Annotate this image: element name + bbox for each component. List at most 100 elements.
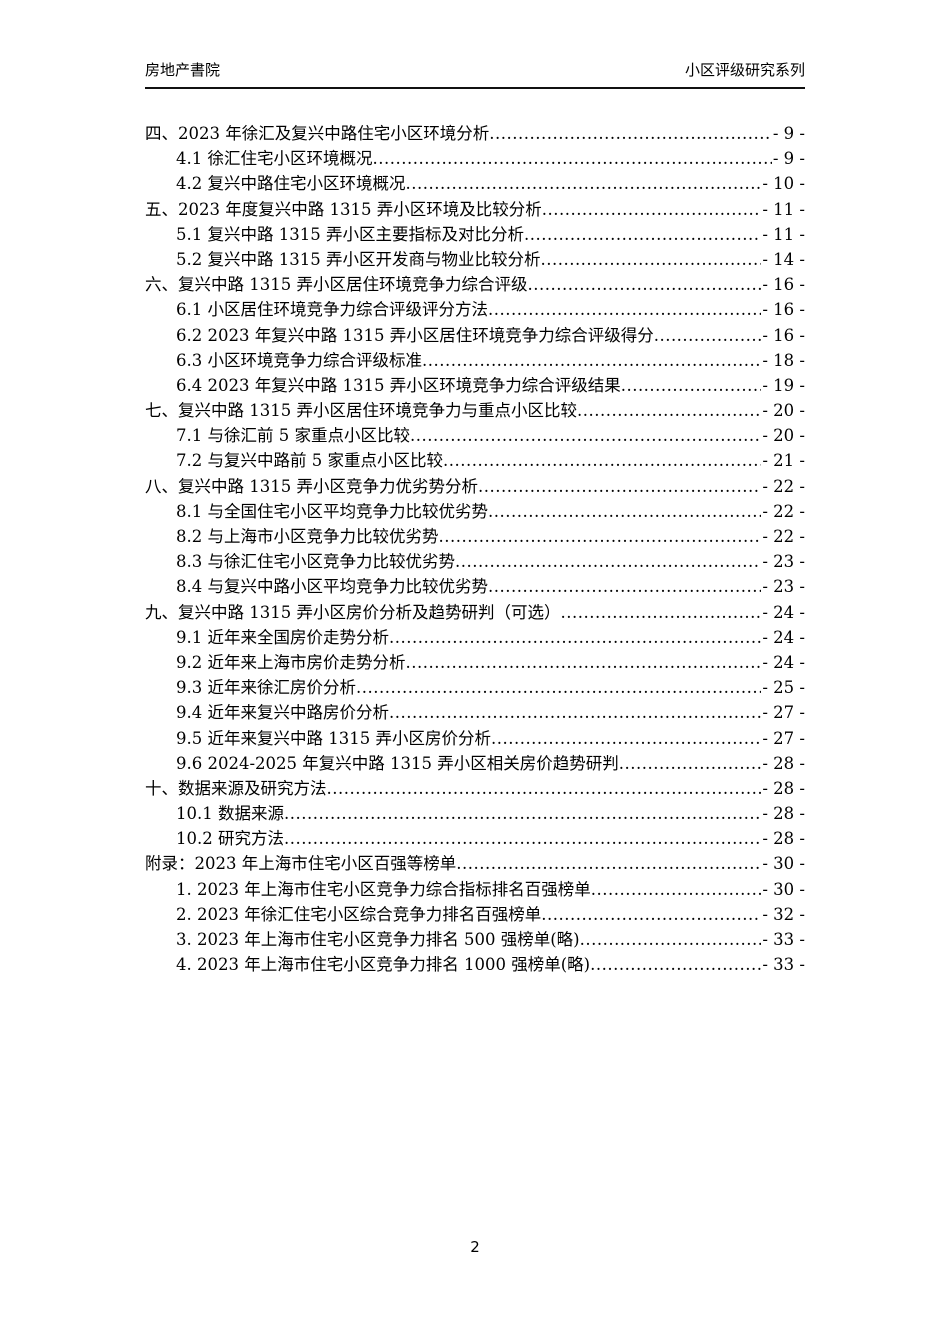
toc-entry-title: 5.1 复兴中路 1315 弄小区主要指标及对比分析 [176,224,524,244]
toc-leader-dots [455,549,761,574]
toc-entry[interactable]: 8.1 与全国住宅小区平均竞争力比较优劣势 - 22 - [145,499,805,524]
toc-entry[interactable]: 6.4 2023 年复兴中路 1315 弄小区环境竞争力综合评级结果 - 19 - [145,373,805,398]
toc-entry[interactable]: 9.1 近年来全国房价走势分析 - 24 - [145,625,805,650]
table-of-contents: 四、2023 年徐汇及复兴中路住宅小区环境分析- 9 -4.1 徐汇住宅小区环境… [145,121,805,977]
toc-entry[interactable]: 9.5 近年来复兴中路 1315 弄小区房价分析 - 27 - [145,726,805,751]
toc-entry[interactable]: 附录：2023 年上海市住宅小区百强等榜单 - 30 - [145,851,805,876]
toc-entry-title: 7.2 与复兴中路前 5 家重点小区比较 [176,451,443,471]
toc-entry-page: - 16 - [762,325,805,345]
toc-leader-dots [542,197,762,222]
toc-entry-page: - 20 - [762,426,805,446]
toc-entry-page: - 23 - [762,552,805,572]
header-left-text: 房地产書院 [145,61,221,79]
toc-entry-title: 9.6 2024-2025 年复兴中路 1315 弄小区相关房价趋势研判 [176,753,619,773]
toc-entry-page: - 32 - [762,904,805,924]
toc-entry-title: 九、复兴中路 1315 弄小区房价分析及趋势研判（可选） [145,602,561,622]
toc-entry[interactable]: 9.6 2024-2025 年复兴中路 1315 弄小区相关房价趋势研判 - 28… [145,751,805,776]
toc-entry[interactable]: 2. 2023 年徐汇住宅小区综合竞争力排名百强榜单 - 32 - [145,902,805,927]
toc-entry-title: 八、复兴中路 1315 弄小区竞争力优劣势分析 [145,476,478,496]
toc-entry-title: 附录：2023 年上海市住宅小区百强等榜单 [145,854,457,874]
toc-entry[interactable]: 10.2 研究方法 - 28 - [145,826,805,851]
toc-entry-page: - 30 - [762,879,805,899]
toc-entry[interactable]: 八、复兴中路 1315 弄小区竞争力优劣势分析 - 22 - [145,474,805,499]
toc-entry-page: - 25 - [762,678,805,698]
toc-leader-dots [654,323,762,348]
toc-entry-title: 6.4 2023 年复兴中路 1315 弄小区环境竞争力综合评级结果 [176,375,621,395]
toc-leader-dots [621,373,762,398]
toc-entry-title: 6.2 2023 年复兴中路 1315 弄小区居住环境竞争力综合评级得分 [176,325,654,345]
toc-entry-title: 六、复兴中路 1315 弄小区居住环境竞争力综合评级 [145,275,528,295]
toc-entry-title: 2. 2023 年徐汇住宅小区综合竞争力排名百强榜单 [176,904,542,924]
toc-entry-page: - 22 - [762,501,805,521]
toc-leader-dots [540,247,761,272]
toc-leader-dots [577,398,761,423]
toc-entry[interactable]: 9.4 近年来复兴中路房价分析 - 27 - [145,700,805,725]
toc-entry[interactable]: 9.2 近年来上海市房价走势分析 - 24 - [145,650,805,675]
toc-entry[interactable]: 5.2 复兴中路 1315 弄小区开发商与物业比较分析 - 14 - [145,247,805,272]
toc-leader-dots [527,272,761,297]
toc-entry[interactable]: 7.1 与徐汇前 5 家重点小区比较 - 20 - [145,423,805,448]
toc-entry[interactable]: 8.3 与徐汇住宅小区竞争力比较优劣势 - 23 - [145,549,805,574]
toc-leader-dots [580,927,762,952]
toc-entry[interactable]: 4.1 徐汇住宅小区环境概况 - 9 - [145,146,805,171]
page-header: 房地产書院 小区评级研究系列 [145,60,805,89]
header-right-text: 小区评级研究系列 [684,61,805,79]
toc-leader-dots [456,851,761,876]
toc-entry-title: 9.3 近年来徐汇房价分析 [176,678,356,698]
toc-leader-dots [327,776,762,801]
toc-leader-dots [389,625,761,650]
toc-entry-page: - 24 - [762,602,805,622]
toc-entry[interactable]: 五、2023 年度复兴中路 1315 弄小区环境及比较分析 - 11 - [145,197,805,222]
toc-entry[interactable]: 七、复兴中路 1315 弄小区居住环境竞争力与重点小区比较 - 20 - [145,398,805,423]
toc-entry-page: - 27 - [762,703,805,723]
toc-entry[interactable]: 9.3 近年来徐汇房价分析 - 25 - [145,675,805,700]
toc-entry[interactable]: 8.4 与复兴中路小区平均竞争力比较优劣势 - 23 - [145,574,805,599]
toc-entry[interactable]: 四、2023 年徐汇及复兴中路住宅小区环境分析 - 9 - [145,121,805,146]
toc-entry[interactable]: 3. 2023 年上海市住宅小区竞争力排名 500 强榜单(略) - 33 - [145,927,805,952]
toc-entry-page: - 21 - [762,451,805,471]
toc-entry-page: - 28 - [762,804,805,824]
toc-entry-page: - 16 - [762,300,805,320]
toc-entry-title: 十、数据来源及研究方法 [145,778,327,798]
toc-leader-dots [488,297,761,322]
toc-entry-page: - 10 - [762,174,805,194]
toc-entry-page: - 9 - [772,149,805,169]
toc-entry[interactable]: 1. 2023 年上海市住宅小区竞争力综合指标排名百强榜单 - 30 - [145,877,805,902]
toc-leader-dots [356,675,761,700]
toc-entry[interactable]: 7.2 与复兴中路前 5 家重点小区比较 - 21 - [145,448,805,473]
toc-leader-dots [560,600,761,625]
toc-entry-title: 8.3 与徐汇住宅小区竞争力比较优劣势 [176,552,455,572]
toc-entry-title: 10.2 研究方法 [176,829,284,849]
toc-entry[interactable]: 10.1 数据来源 - 28 - [145,801,805,826]
toc-entry-page: - 27 - [762,728,805,748]
toc-leader-dots [478,474,761,499]
toc-entry-page: - 16 - [762,275,805,295]
toc-entry-page: - 28 - [762,778,805,798]
toc-leader-dots [406,171,762,196]
toc-entry-page: - 18 - [762,350,805,370]
toc-leader-dots [590,952,761,977]
toc-entry-title: 7.1 与徐汇前 5 家重点小区比较 [176,426,410,446]
toc-leader-dots [524,222,761,247]
toc-entry-page: - 28 - [762,753,805,773]
toc-entry-page: - 11 - [762,199,805,219]
toc-entry-page: - 11 - [762,224,805,244]
toc-entry[interactable]: 8.2 与上海市小区竞争力比较优劣势 - 22 - [145,524,805,549]
toc-entry[interactable]: 4.2 复兴中路住宅小区环境概况 - 10 - [145,171,805,196]
toc-entry[interactable]: 十、数据来源及研究方法 - 28 - [145,776,805,801]
toc-entry[interactable]: 九、复兴中路 1315 弄小区房价分析及趋势研判（可选） - 24 - [145,600,805,625]
toc-entry[interactable]: 6.3 小区环境竞争力综合评级标准 - 18 - [145,348,805,373]
toc-entry[interactable]: 六、复兴中路 1315 弄小区居住环境竞争力综合评级 - 16 - [145,272,805,297]
toc-entry-page: - 23 - [762,577,805,597]
toc-entry[interactable]: 5.1 复兴中路 1315 弄小区主要指标及对比分析 - 11 - [145,222,805,247]
toc-entry-title: 1. 2023 年上海市住宅小区竞争力综合指标排名百强榜单 [176,879,591,899]
toc-entry-page: - 19 - [762,375,805,395]
toc-entry-title: 七、复兴中路 1315 弄小区居住环境竞争力与重点小区比较 [145,401,577,421]
toc-entry[interactable]: 6.1 小区居住环境竞争力综合评级评分方法 - 16 - [145,297,805,322]
page-footer: 2 [0,1238,950,1256]
toc-entry[interactable]: 4. 2023 年上海市住宅小区竞争力排名 1000 强榜单(略) - 33 - [145,952,805,977]
toc-entry-title: 3. 2023 年上海市住宅小区竞争力排名 500 强榜单(略) [176,930,580,949]
toc-leader-dots [491,726,761,751]
toc-entry[interactable]: 6.2 2023 年复兴中路 1315 弄小区居住环境竞争力综合评级得分 - 16… [145,323,805,348]
